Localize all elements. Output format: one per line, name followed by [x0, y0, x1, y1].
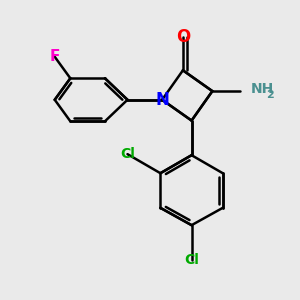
- Text: NH: NH: [250, 82, 274, 96]
- Text: Cl: Cl: [120, 147, 135, 161]
- Text: N: N: [155, 91, 169, 109]
- Text: F: F: [50, 49, 60, 64]
- Text: 2: 2: [266, 90, 273, 100]
- Text: Cl: Cl: [184, 253, 199, 267]
- Text: O: O: [176, 28, 190, 46]
